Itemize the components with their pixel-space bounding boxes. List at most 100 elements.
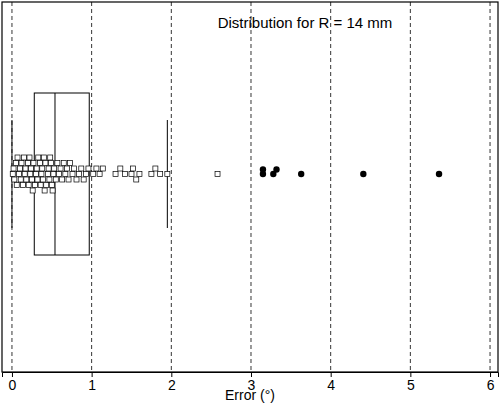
point — [55, 161, 60, 166]
tick: 6 — [487, 372, 495, 393]
outlier — [436, 171, 442, 177]
tick-label: 5 — [407, 377, 415, 393]
point — [113, 172, 118, 177]
grid-line — [410, 2, 411, 372]
point — [48, 155, 53, 160]
point — [21, 183, 26, 188]
tick: 1 — [88, 372, 96, 393]
plot: 0123456 — [2, 2, 499, 393]
tick: 5 — [407, 372, 415, 393]
point — [42, 188, 47, 193]
point — [34, 166, 39, 171]
point — [17, 166, 22, 171]
grid-line — [490, 2, 491, 372]
point — [68, 161, 73, 166]
point — [45, 172, 50, 177]
point — [165, 172, 170, 177]
point — [61, 161, 66, 166]
point — [74, 177, 79, 182]
point — [63, 172, 68, 177]
tick-label: 4 — [327, 377, 335, 393]
point — [14, 183, 19, 188]
point — [30, 188, 35, 193]
point — [25, 161, 30, 166]
point — [49, 161, 54, 166]
point — [37, 161, 42, 166]
point — [81, 177, 86, 182]
point — [72, 166, 77, 171]
point — [76, 172, 81, 177]
tick: 0 — [9, 372, 17, 393]
point — [39, 172, 44, 177]
point — [58, 166, 63, 171]
point — [22, 172, 27, 177]
point — [94, 166, 99, 171]
point — [97, 172, 102, 177]
point — [64, 166, 69, 171]
outlier — [273, 166, 279, 172]
point — [52, 166, 57, 171]
point — [19, 161, 24, 166]
outlier — [260, 166, 266, 172]
point — [47, 177, 52, 182]
point — [17, 172, 22, 177]
point — [41, 155, 46, 160]
point — [60, 177, 65, 182]
point — [49, 183, 54, 188]
point — [131, 166, 136, 171]
point — [15, 155, 20, 160]
point — [28, 172, 33, 177]
point — [13, 161, 18, 166]
tick: 4 — [327, 372, 335, 393]
point — [44, 183, 49, 188]
grid-line — [91, 2, 92, 372]
tick: 2 — [168, 372, 176, 393]
point — [129, 172, 134, 177]
point — [137, 172, 142, 177]
point — [134, 177, 139, 182]
point — [46, 166, 51, 171]
point — [29, 166, 34, 171]
x-axis-title: Error (°) — [225, 387, 275, 403]
plot-frame — [2, 2, 498, 372]
point — [11, 166, 16, 171]
point — [31, 161, 36, 166]
grid — [12, 2, 490, 372]
point — [79, 166, 84, 171]
point — [41, 177, 46, 182]
point — [123, 172, 128, 177]
point — [26, 183, 31, 188]
point — [27, 155, 32, 160]
point — [91, 172, 96, 177]
point — [18, 177, 23, 182]
chart: 0123456Error (°)Distribution for R = 14 … — [0, 0, 500, 403]
point — [100, 166, 105, 171]
grid-line — [330, 2, 331, 372]
point — [43, 161, 48, 166]
point — [50, 188, 55, 193]
point — [23, 166, 28, 171]
tick-label: 2 — [168, 377, 176, 393]
point — [29, 177, 34, 182]
point — [21, 155, 26, 160]
outlier — [298, 171, 304, 177]
point — [149, 172, 154, 177]
grid-line — [11, 2, 12, 372]
grid-line — [250, 2, 251, 372]
box — [34, 93, 89, 255]
point — [36, 155, 41, 160]
point — [38, 183, 43, 188]
point — [35, 177, 40, 182]
tick-label: 6 — [487, 377, 495, 393]
point — [153, 166, 158, 171]
point — [84, 172, 89, 177]
point — [158, 172, 163, 177]
outlier — [360, 171, 366, 177]
point — [56, 172, 61, 177]
point — [70, 172, 75, 177]
point — [118, 166, 123, 171]
tick-label: 0 — [9, 377, 17, 393]
point — [66, 177, 71, 182]
point — [215, 172, 220, 177]
point — [51, 172, 56, 177]
